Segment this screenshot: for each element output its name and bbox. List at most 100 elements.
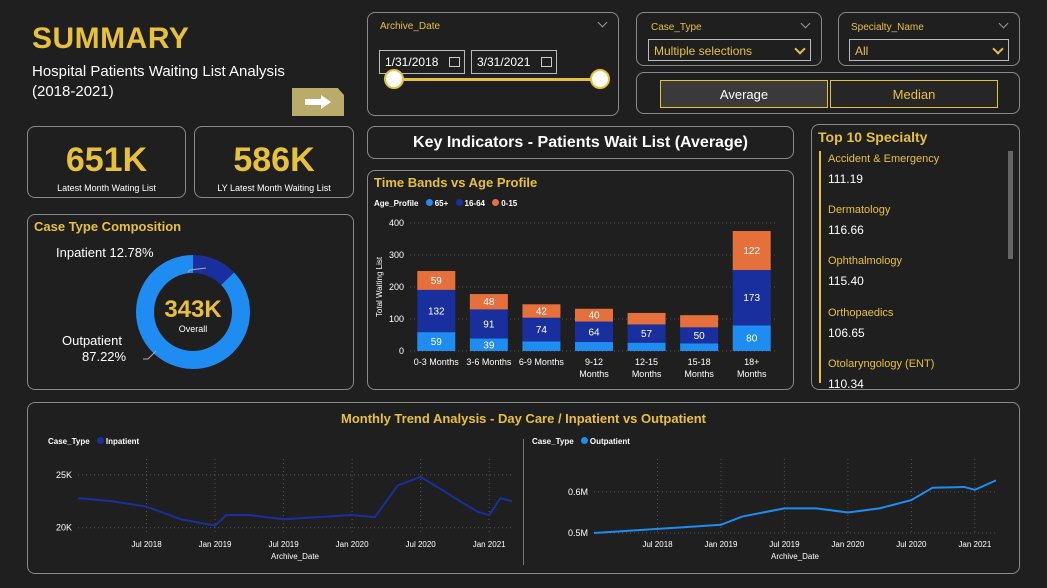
median-toggle[interactable]: Median (830, 80, 998, 108)
specialty-label: Specialty_Name (851, 22, 924, 33)
specialty-item-name[interactable]: Otolaryngology (ENT) (828, 358, 935, 370)
start-date-input[interactable]: 1/31/2018 (379, 50, 465, 74)
calendar-icon[interactable] (541, 57, 552, 67)
x-tick-label: 0-3 Months (414, 357, 460, 367)
bar-segment[interactable] (627, 342, 666, 351)
average-toggle[interactable]: Average (660, 80, 828, 108)
chevron-down-icon[interactable] (800, 18, 811, 29)
outpatient-pct: 87.22% (82, 349, 127, 364)
outpatient-trend-chart: 0.5M 0.6M Jul 2018 Jan 2019 Jul 2019 Jan 2020… (568, 459, 997, 561)
kpi-value: 586K (233, 141, 315, 179)
chevron-down-icon[interactable] (597, 17, 608, 28)
bar-segment[interactable] (575, 342, 613, 351)
page-title: SUMMARY (32, 22, 190, 55)
bar-segment[interactable] (522, 341, 561, 351)
case-type-slicer: Case_Type Multiple selections (636, 12, 822, 66)
bar-segment[interactable] (522, 317, 561, 342)
bar-segment[interactable] (627, 324, 666, 343)
inpatient-label: Inpatient 12.78% (56, 245, 154, 260)
bar-segment[interactable] (469, 309, 508, 339)
x-tick-label: Jan 2020 (831, 540, 864, 549)
trend-divider (523, 439, 524, 565)
bar-segment[interactable] (417, 332, 456, 351)
x-tick-label: 3-6 Months (466, 357, 512, 367)
range-end-handle[interactable] (590, 69, 610, 89)
bar-data-label: 74 (536, 325, 548, 336)
series-line[interactable] (77, 475, 513, 527)
inpatient-trend-chart: 20K 25K Jul 2018 Jan 2019 Jul 2019 Jan 2020 Ju… (56, 459, 513, 561)
bar-data-label: 50 (694, 331, 706, 342)
donut-inpatient-slice[interactable] (136, 255, 250, 369)
kpi-value: 651K (65, 141, 148, 179)
case-type-label: Case_Type (651, 22, 702, 33)
x-tick-label: Jul 2020 (896, 540, 927, 549)
bar-data-label: 80 (746, 334, 758, 345)
specialty-slicer: Specialty_Name All (838, 12, 1020, 66)
chevron-down-icon (992, 43, 1004, 55)
kpi-latest-month: 651K Latest Month Wating List (27, 126, 186, 198)
y-tick-label: 20K (56, 523, 72, 533)
y-tick-label: 300 (389, 250, 404, 260)
x-tick-label: 9-12 (585, 357, 603, 367)
time-bands-bar-chart: 0 100 200 300 400 Total Waiting List 59 132 59 0-… (375, 218, 778, 379)
bar-segment[interactable] (417, 289, 456, 333)
y-tick-label: 400 (389, 218, 404, 228)
bar-data-label: 122 (743, 246, 760, 257)
specialty-item-value: 116.66 (828, 223, 864, 237)
bar-segment[interactable] (575, 321, 613, 343)
case-type-dropdown[interactable]: Multiple selections (648, 39, 811, 61)
navigate-button[interactable] (292, 88, 344, 116)
x-tick-label: 12-15 (635, 357, 658, 367)
monthly-trend-title: Monthly Trend Analysis - Day Care / Inpa… (340, 411, 707, 426)
specialty-scrollbar[interactable] (1008, 151, 1013, 259)
chevron-down-icon (794, 43, 806, 55)
specialty-item-name[interactable]: Dermatology (828, 204, 891, 216)
calendar-icon[interactable] (449, 57, 460, 67)
bar-data-label: 59 (431, 276, 443, 287)
bar-segment[interactable] (732, 231, 771, 271)
specialty-dropdown[interactable]: All (849, 39, 1009, 61)
x-tick-label: Months (684, 369, 714, 379)
bar-segment[interactable] (469, 294, 508, 310)
specialty-item-name[interactable]: Orthopaedics (828, 307, 894, 319)
y-axis-label: Total Waiting List (375, 256, 384, 317)
bar-data-label: 132 (428, 307, 445, 318)
key-indicators-title: Key Indicators - Patients Wait List (Ave… (413, 134, 748, 151)
specialty-item-name[interactable]: Ophthalmology (828, 255, 902, 267)
y-tick-label: 200 (389, 282, 404, 292)
range-start-handle[interactable] (384, 69, 404, 89)
series-line[interactable] (593, 479, 997, 534)
x-tick-label: 18+ (744, 357, 759, 367)
bar-segment[interactable] (680, 343, 719, 351)
donut-center-label: Overall (179, 324, 208, 334)
x-tick-label: 6-9 Months (519, 357, 565, 367)
bar-segment[interactable] (732, 325, 771, 351)
monthly-trend-card: Monthly Trend Analysis - Day Care / Inpa… (27, 402, 1020, 574)
bar-segment[interactable] (732, 270, 771, 326)
donut-center-value: 343K (164, 296, 222, 323)
y-tick-label: 0 (399, 346, 404, 356)
bar-segment[interactable] (575, 308, 613, 322)
x-tick-label: Jan 2021 (473, 540, 506, 549)
bar-segment[interactable] (522, 304, 561, 318)
specialty-list-accent (819, 151, 821, 383)
bar-data-label: 57 (641, 329, 653, 340)
bar-segment[interactable] (680, 327, 719, 344)
end-date-input[interactable]: 3/31/2021 (471, 50, 557, 74)
chevron-down-icon[interactable] (998, 18, 1009, 29)
kpi-label: LY Latest Month Waiting List (217, 183, 331, 193)
specialty-item-name[interactable]: Accident & Emergency (828, 153, 940, 165)
outpatient-label: Outpatient (62, 333, 122, 348)
bar-segment[interactable] (627, 312, 666, 325)
bar-data-label: 173 (743, 293, 760, 304)
bar-segment[interactable] (417, 271, 456, 290)
case-type-composition-title: Case Type Composition (34, 219, 182, 234)
case-type-composition-card: Case Type Composition 343K Overall Inpat… (27, 214, 354, 390)
x-axis-label: Archive_Date (771, 552, 820, 561)
specialty-item-value: 111.19 (828, 172, 863, 186)
bar-segment[interactable] (680, 315, 719, 328)
bar-data-label: 59 (431, 337, 443, 348)
x-tick-label: Jul 2018 (131, 540, 162, 549)
arrow-right-icon (305, 95, 331, 109)
bar-segment[interactable] (469, 338, 508, 351)
